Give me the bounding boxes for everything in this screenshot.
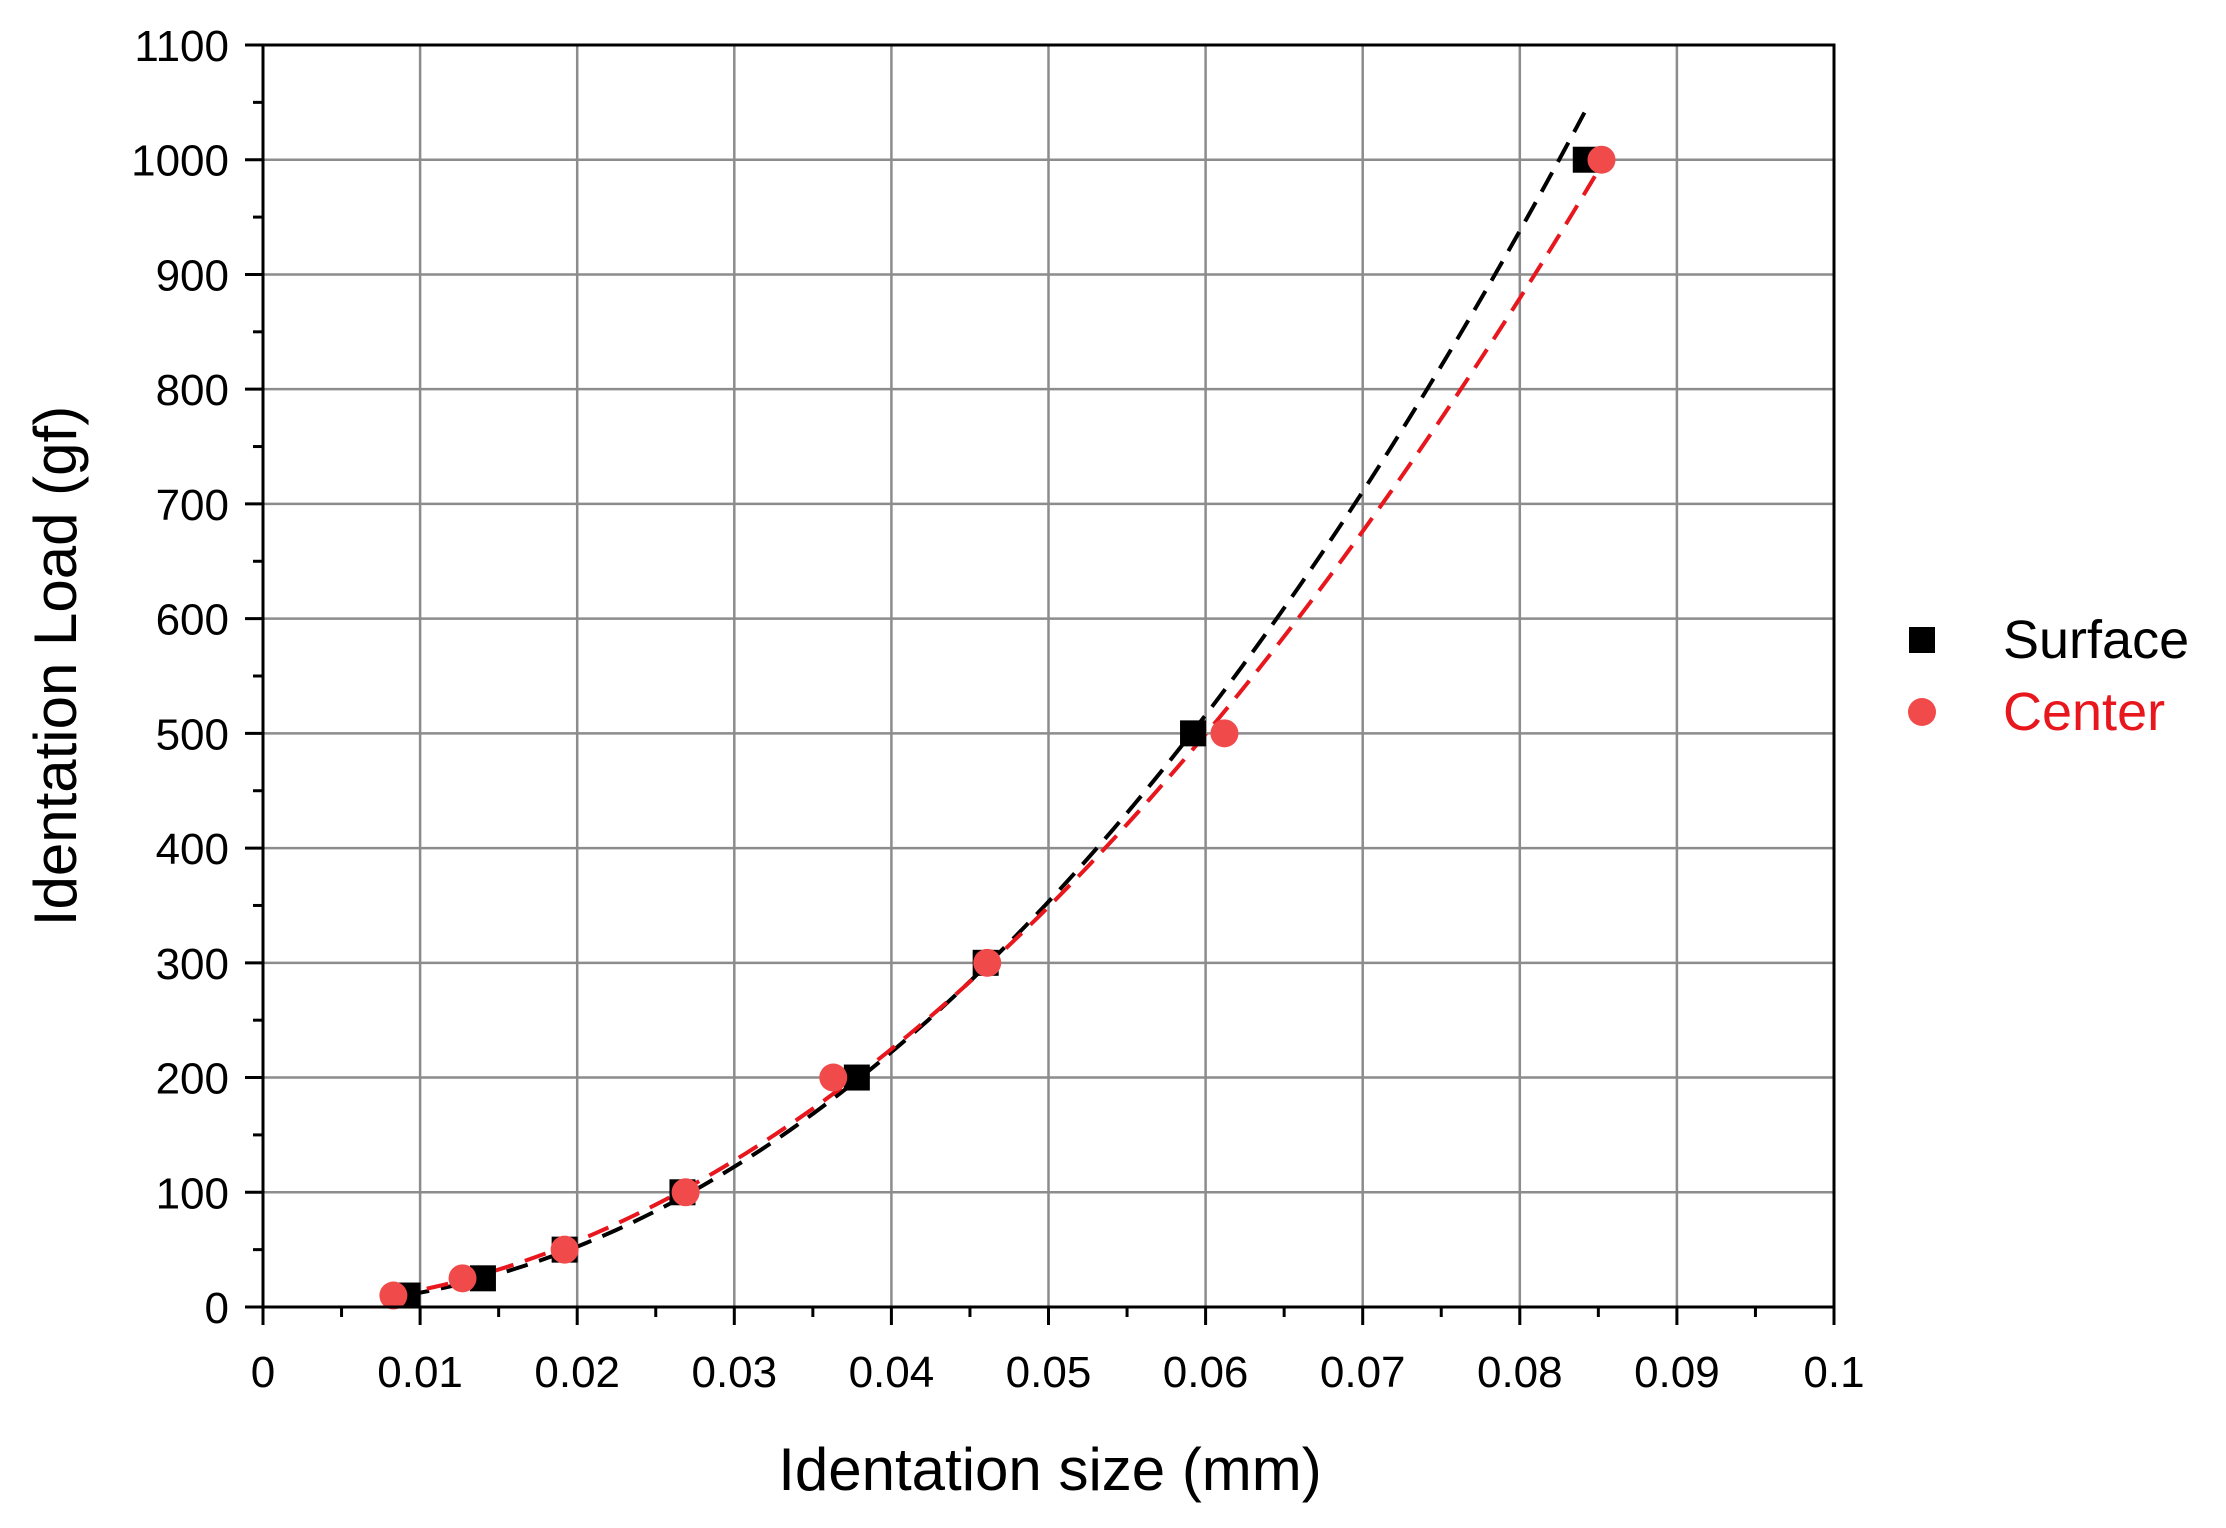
y-tick-label: 900 <box>156 251 229 300</box>
y-tick-label: 800 <box>156 366 229 415</box>
y-tick-label: 100 <box>156 1169 229 1218</box>
surface-point <box>1180 720 1207 747</box>
fit-curves <box>393 109 1604 1298</box>
axis-ticks <box>245 43 1836 1325</box>
y-tick-label: 400 <box>156 825 229 874</box>
legend-marker-center <box>1908 698 1936 726</box>
grid-lines <box>263 45 1834 1307</box>
center-point <box>973 948 1002 977</box>
y-tick-label: 500 <box>156 710 229 759</box>
x-tick-label: 0.04 <box>849 1348 935 1397</box>
fit-curve-center <box>393 164 1604 1298</box>
x-tick-label: 0.03 <box>691 1348 777 1397</box>
y-tick-label: 1100 <box>134 22 229 71</box>
y-tick-label: 300 <box>156 940 229 989</box>
fit-curve-surface <box>407 109 1588 1297</box>
center-point <box>448 1264 477 1293</box>
x-tick-label: 0.08 <box>1477 1348 1563 1397</box>
legend-label-center: Center <box>2003 682 2165 742</box>
x-tick-label: 0.1 <box>1803 1348 1864 1397</box>
center-point <box>819 1063 848 1092</box>
y-tick-label: 600 <box>156 596 229 645</box>
center-point <box>550 1235 579 1264</box>
center-point <box>671 1178 700 1207</box>
center-point <box>1587 145 1616 174</box>
surface-point <box>843 1064 870 1091</box>
x-tick-label: 0.06 <box>1163 1348 1249 1397</box>
x-tick-label: 0.02 <box>534 1348 620 1397</box>
x-tick-label: 0.07 <box>1320 1348 1406 1397</box>
x-tick-labels: 0 0.01 0.02 0.03 0.04 0.05 0.06 0.07 0.08 0.09 0.1 <box>251 1348 1865 1397</box>
legend-marker-surface <box>1909 627 1935 653</box>
y-tick-label: 1000 <box>131 137 229 186</box>
legend: Surface Center <box>1908 610 2189 742</box>
x-tick-label: 0 <box>251 1348 275 1397</box>
x-axis-label: Identation size (mm) <box>778 1436 1322 1503</box>
y-tick-labels: 0 100 200 300 400 500 600 700 800 900 1000 1100 <box>131 22 229 1333</box>
data-points <box>379 145 1616 1310</box>
y-tick-label: 0 <box>205 1284 229 1333</box>
y-axis-label: Identation Load (gf) <box>22 406 89 926</box>
y-tick-label: 700 <box>156 481 229 530</box>
y-tick-label: 200 <box>156 1055 229 1104</box>
x-tick-label: 0.01 <box>377 1348 463 1397</box>
x-tick-label: 0.05 <box>1006 1348 1092 1397</box>
center-point <box>1210 719 1239 748</box>
legend-label-surface: Surface <box>2003 610 2189 670</box>
x-tick-label: 0.09 <box>1634 1348 1720 1397</box>
center-point <box>379 1281 408 1310</box>
